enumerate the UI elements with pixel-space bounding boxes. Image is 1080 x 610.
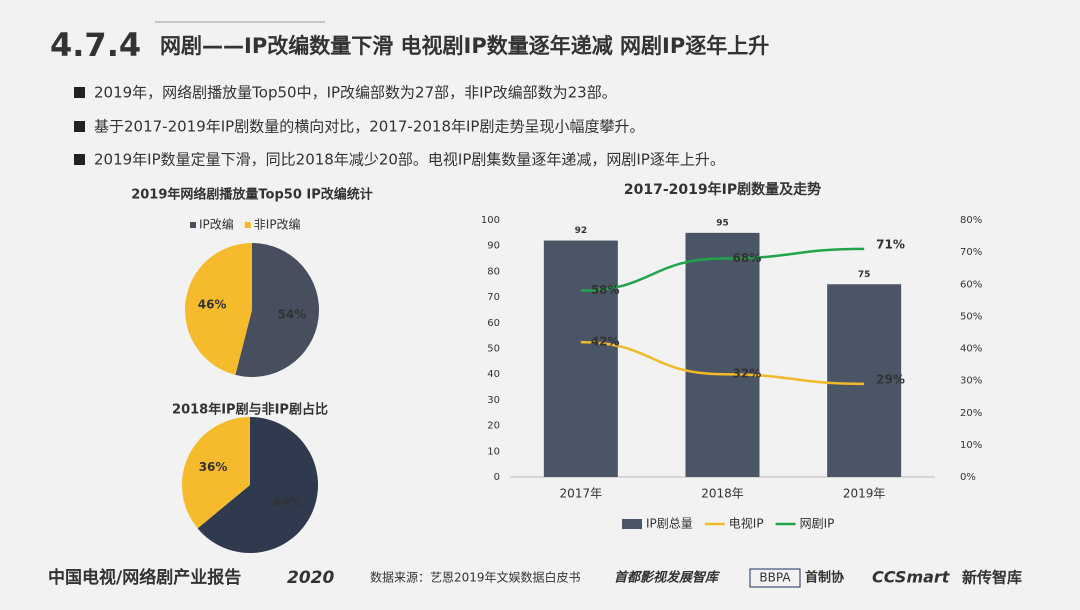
y-tick-label: 80 <box>487 266 500 277</box>
legend-swatch <box>190 222 196 228</box>
chart-title: 2017-2019年IP剧数量及走势 <box>624 181 821 198</box>
bullet: 基于2017-2019年IP剧数量的横向对比，2017-2018年IP剧走势呈现… <box>94 118 644 136</box>
x-tick-label: 2017年 <box>560 487 603 501</box>
y-tick-label: 70 <box>487 292 500 303</box>
legend-label: 网剧IP <box>800 517 835 531</box>
footer-year: 2020 <box>287 568 334 588</box>
slide-title: 网剧——IP改编数量下滑 电视剧IP数量逐年递减 网剧IP逐年上升 <box>160 34 769 58</box>
point-label: 58% <box>591 283 620 297</box>
slice-label: 46% <box>198 297 227 311</box>
point-label: 32% <box>733 367 762 381</box>
legend-label: IP改编 <box>199 217 234 232</box>
footer-report: 中国电视/网络剧产业报告 <box>48 567 241 588</box>
section-number: 4.7.4 <box>50 26 141 64</box>
y-tick-label: 10 <box>487 446 500 457</box>
line <box>580 247 865 292</box>
y2-tick-label: 10% <box>960 440 982 451</box>
logo: CCSmart <box>872 568 951 587</box>
legend-label: 电视IP <box>729 516 764 531</box>
bullet: 2019年，网络剧播放量Top50中，IP改编部数为27部，非IP改编部数为23… <box>94 84 617 102</box>
bar <box>543 240 618 477</box>
logo: 首制协 <box>805 570 844 586</box>
bar <box>827 284 902 477</box>
legend-swatch <box>244 222 251 228</box>
logo: 新传智库 <box>962 569 1022 587</box>
legend-label: 非IP改编 <box>254 217 301 232</box>
pie-slice <box>184 243 252 375</box>
line <box>580 340 865 386</box>
bar <box>685 232 760 477</box>
logo-box <box>749 568 801 588</box>
bullet-marker <box>74 154 85 165</box>
bar-label: 92 <box>575 226 588 236</box>
point-label: 42% <box>591 335 620 349</box>
y2-tick-label: 60% <box>960 279 982 290</box>
y-tick-label: 90 <box>487 241 500 252</box>
bullet-marker <box>74 87 85 98</box>
y2-tick-label: 20% <box>960 408 982 419</box>
bar-label: 95 <box>716 218 729 228</box>
legend-swatch <box>622 519 642 529</box>
y-tick-label: 40 <box>487 369 500 380</box>
slice-label: 36% <box>199 460 228 474</box>
y-tick-label: 50 <box>487 344 500 355</box>
slice-label: 54% <box>278 308 307 322</box>
y2-tick-label: 80% <box>960 215 982 226</box>
pie-slice <box>235 243 319 377</box>
y2-tick-label: 30% <box>960 376 982 387</box>
bullet: 2019年IP数量定量下滑，同比2018年减少20部。电视IP剧集数量逐年递减，… <box>94 151 725 169</box>
y2-tick-label: 50% <box>960 311 982 322</box>
chart-title: 2018年IP剧与非IP剧占比 <box>172 402 328 418</box>
x-tick-label: 2018年 <box>701 487 744 501</box>
y-tick-label: 0 <box>494 472 500 483</box>
chart-title: 2019年网络剧播放量Top50 IP改编统计 <box>131 187 373 203</box>
y2-tick-label: 70% <box>960 247 982 258</box>
y-tick-label: 30 <box>487 395 500 406</box>
bar-label: 75 <box>858 270 871 280</box>
x-tick-label: 2019年 <box>843 487 886 501</box>
y-tick-label: 20 <box>487 421 500 432</box>
logo: 首都影视发展智库 <box>614 570 721 586</box>
logo: BBPA <box>759 571 791 585</box>
point-label: 29% <box>876 372 905 386</box>
y2-tick-label: 0% <box>960 472 976 483</box>
bullet-marker <box>74 121 85 132</box>
pie-slice <box>197 417 318 553</box>
footer-source: 数据来源：艺恩2019年文娱数据白皮书 <box>370 570 581 585</box>
point-label: 68% <box>733 251 762 265</box>
y-tick-label: 100 <box>481 215 500 226</box>
legend-label: IP剧总量 <box>646 517 693 531</box>
slice-label: 64% <box>273 495 302 509</box>
y2-tick-label: 40% <box>960 344 982 355</box>
pie-slice <box>181 417 250 529</box>
y-tick-label: 60 <box>487 318 500 329</box>
point-label: 71% <box>876 237 905 251</box>
